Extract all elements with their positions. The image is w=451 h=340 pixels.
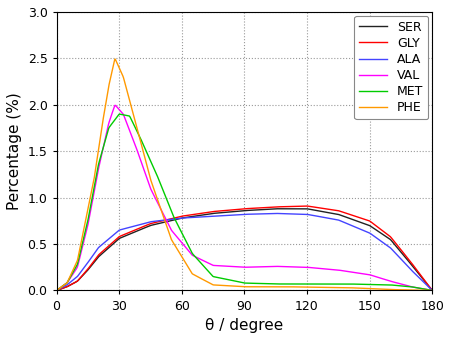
MET [429,288,435,292]
PHE [134,126,140,130]
Legend: SER, GLY, ALA, VAL, MET, PHE: SER, GLY, ALA, VAL, MET, PHE [354,16,428,119]
PHE [159,209,164,213]
VAL [394,281,399,285]
ALA [429,288,435,292]
GLY [394,242,399,246]
GLY [159,219,164,223]
VAL [112,103,118,107]
MET [54,288,59,292]
MET [117,112,122,116]
SER [429,288,435,292]
GLY [54,288,59,292]
MET [429,288,435,292]
GLY [134,227,140,231]
Y-axis label: Percentage (%): Percentage (%) [7,92,22,210]
Line: GLY: GLY [56,206,432,290]
SER [54,288,59,292]
SER [394,245,399,249]
PHE [112,57,118,61]
SER [281,207,286,211]
ALA [54,288,59,292]
SER [288,207,293,211]
SER [429,288,435,292]
Line: VAL: VAL [56,105,432,290]
PHE [54,288,59,292]
PHE [281,285,286,289]
VAL [429,288,435,292]
VAL [134,148,140,152]
MET [134,129,140,133]
VAL [159,208,164,212]
GLY [304,204,309,208]
GLY [287,204,293,208]
ALA [273,211,278,216]
GLY [429,288,435,292]
SER [275,207,281,211]
MET [288,282,293,286]
ALA [429,288,435,292]
X-axis label: θ / degree: θ / degree [205,318,283,333]
Line: PHE: PHE [56,59,432,290]
SER [134,229,140,233]
VAL [281,265,286,269]
Line: MET: MET [56,114,432,290]
PHE [394,288,399,292]
MET [159,185,164,189]
Line: ALA: ALA [56,214,432,290]
MET [281,282,286,286]
GLY [281,205,286,209]
PHE [429,288,435,292]
PHE [288,285,293,289]
VAL [429,288,435,292]
ALA [134,223,140,227]
GLY [429,288,435,292]
ALA [281,211,286,216]
SER [159,221,164,225]
MET [394,284,399,288]
Line: SER: SER [56,209,432,290]
PHE [429,288,435,292]
ALA [394,252,399,256]
ALA [159,218,164,222]
VAL [288,265,293,269]
VAL [54,288,59,292]
ALA [288,212,293,216]
